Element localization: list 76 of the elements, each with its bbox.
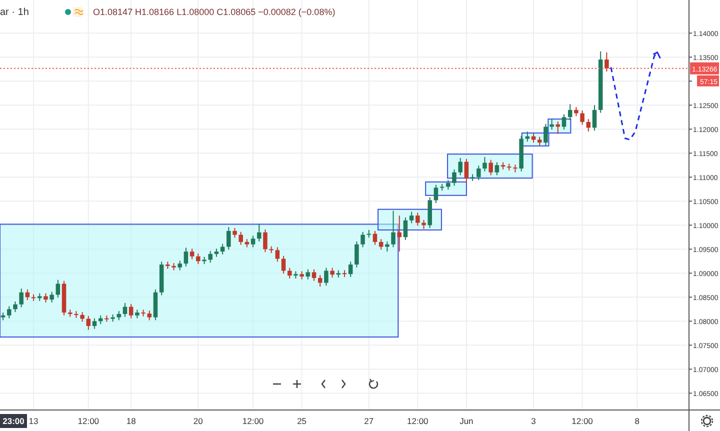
candlestick xyxy=(586,118,591,132)
candlestick xyxy=(409,211,414,224)
candlestick xyxy=(92,318,97,330)
candlestick xyxy=(604,52,609,72)
candlestick xyxy=(488,159,493,176)
candlestick xyxy=(13,301,18,313)
candlestick xyxy=(190,248,194,260)
candlestick xyxy=(562,114,566,130)
x-tick-label: 12:00 xyxy=(572,416,594,426)
candlestick xyxy=(360,231,365,248)
candlestick xyxy=(178,260,182,271)
candlestick xyxy=(354,240,359,268)
candlestick xyxy=(19,288,24,308)
x-tick-label: 12:00 xyxy=(78,416,100,426)
candlestick xyxy=(147,310,152,321)
candlestick xyxy=(306,268,310,280)
candlestick xyxy=(391,210,396,248)
candlestick xyxy=(592,104,597,132)
candlestick xyxy=(574,106,578,117)
candlestick xyxy=(482,156,487,172)
candlestick xyxy=(116,310,122,321)
candlestick xyxy=(324,267,328,286)
candlestick xyxy=(446,180,450,190)
candlestick xyxy=(568,104,572,121)
candlestick xyxy=(372,230,378,246)
x-tick-label: 27 xyxy=(364,416,374,426)
candlestick xyxy=(80,312,84,322)
candlestick xyxy=(122,302,128,318)
candlestick xyxy=(452,168,456,186)
candlestick xyxy=(348,261,353,278)
candlestick xyxy=(196,252,200,265)
candlestick xyxy=(397,215,402,252)
candlestick xyxy=(86,315,91,330)
candlestick xyxy=(378,238,384,250)
x-tick-label: 20 xyxy=(193,416,204,426)
x-tick-label: 13 xyxy=(28,416,39,426)
x-tick-label: 12:00 xyxy=(407,416,429,426)
candlestick xyxy=(281,255,286,274)
candlestick xyxy=(7,306,12,319)
candlestick xyxy=(544,123,548,146)
candlestick xyxy=(580,110,584,126)
candlestick xyxy=(50,291,54,303)
candlestick xyxy=(287,267,292,279)
x-tick-label: 12:00 xyxy=(242,416,264,426)
x-tick-label: Jun xyxy=(460,416,474,426)
candlestick xyxy=(263,228,268,253)
candlestick xyxy=(238,231,243,246)
candlestick xyxy=(257,223,262,242)
x-tick-label: 25 xyxy=(297,416,307,426)
candlestick xyxy=(385,240,390,252)
x-tick-label: 8 xyxy=(634,416,640,426)
candlestick xyxy=(318,274,322,288)
candlestick xyxy=(128,303,134,319)
candlestick xyxy=(416,212,420,226)
x-tick-label: 18 xyxy=(126,416,136,426)
candlestick xyxy=(56,279,60,298)
annotation: O1.08147 H1.08166 L1.08000 C1.08065 −0.00082 (−0.08%) xyxy=(93,7,336,17)
candlestick xyxy=(226,226,231,250)
candlestick xyxy=(513,164,518,173)
x-tick-label: 3 xyxy=(531,416,536,426)
candlestick xyxy=(250,235,256,248)
candlestick xyxy=(44,292,48,303)
candlestick xyxy=(312,268,316,282)
text: 23:00 xyxy=(2,416,25,426)
annotation: ar · 1h xyxy=(0,7,29,18)
candlestick xyxy=(275,246,280,262)
candlestick xyxy=(494,162,500,176)
candlestick xyxy=(232,228,237,238)
candlestick xyxy=(476,165,481,181)
candlestick xyxy=(330,267,334,278)
candlestick xyxy=(434,184,438,204)
candlestick xyxy=(403,216,408,241)
candlestick xyxy=(184,247,188,267)
candlestick xyxy=(208,250,212,264)
candlestick xyxy=(458,157,462,176)
candlestick xyxy=(464,158,469,185)
